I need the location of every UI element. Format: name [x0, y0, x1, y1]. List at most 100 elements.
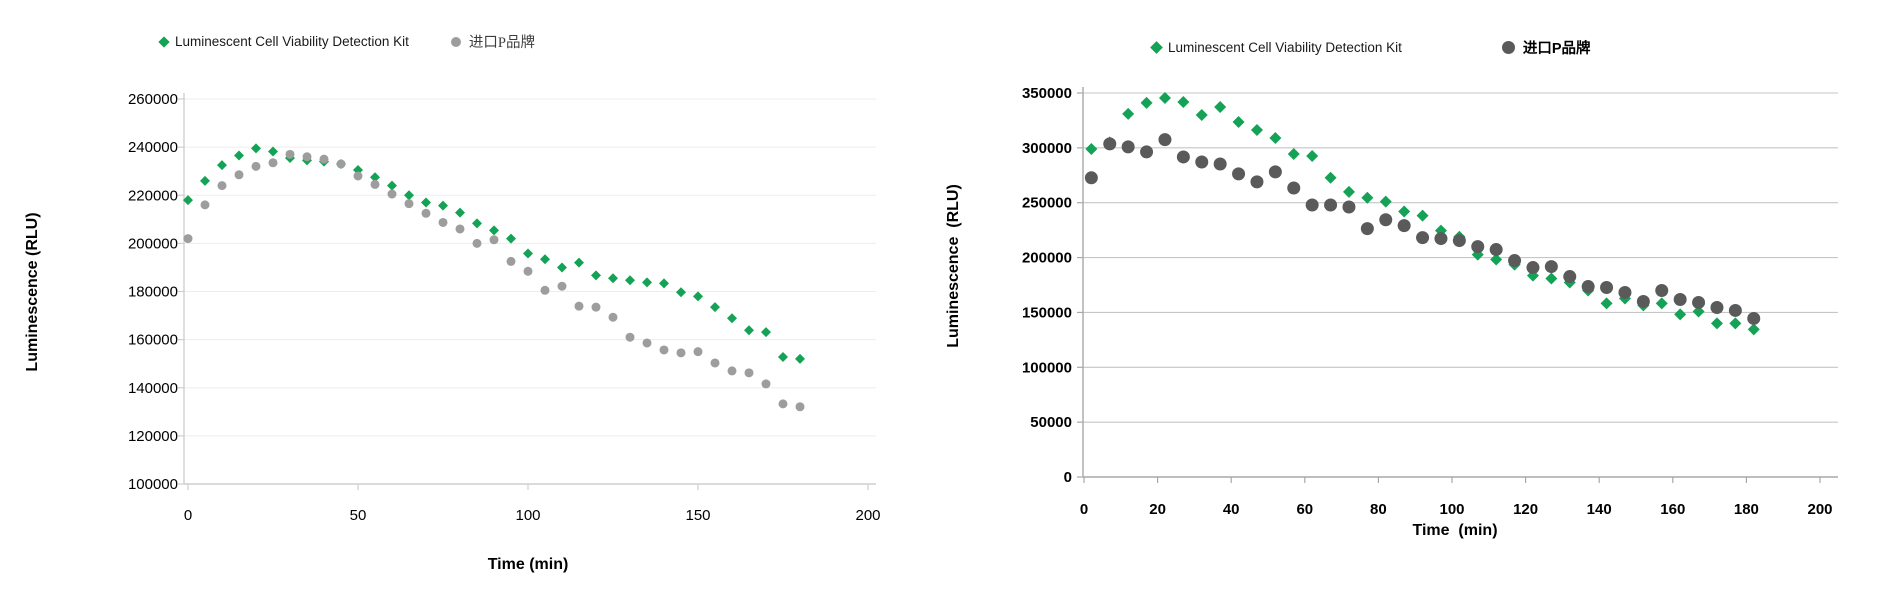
legend-item-import-p-brand: 进口P品牌	[450, 31, 535, 52]
data-point-diamond	[1195, 108, 1208, 121]
data-point-diamond	[1545, 272, 1558, 285]
data-point-diamond	[1085, 142, 1098, 155]
y-tick-label: 160000	[128, 332, 178, 349]
data-point-diamond	[778, 351, 788, 362]
right-chart: 0 50000 100000 150000 200000 250000 300000 3500…	[1022, 85, 1838, 518]
y-tick-label: 240000	[128, 139, 178, 156]
legend-label: 进口P品牌	[468, 35, 535, 51]
x-tick-label: 100	[515, 507, 540, 524]
data-point-circle	[1305, 198, 1319, 212]
y-tick-label: 100000	[1022, 359, 1072, 376]
data-point-circle	[1747, 311, 1761, 325]
data-point-circle	[1324, 198, 1338, 212]
data-point-circle	[251, 161, 261, 171]
y-tick-label: 300000	[1022, 140, 1072, 157]
data-point-diamond	[1361, 191, 1374, 204]
data-point-circle	[1158, 133, 1172, 147]
data-point-diamond	[1342, 185, 1355, 198]
legend-label: Luminescent Cell Viability Detection Kit	[1168, 40, 1402, 55]
right-x-axis-title: Time (min)	[1412, 522, 1498, 539]
data-point-diamond	[1122, 107, 1135, 120]
y-tick-label: 120000	[128, 428, 178, 445]
green-diamond-marker-icon	[1150, 41, 1163, 54]
data-point-diamond	[1729, 317, 1742, 330]
data-point-diamond	[693, 291, 703, 302]
data-point-diamond	[608, 273, 618, 284]
data-point-circle	[1084, 171, 1098, 185]
data-point-circle	[1176, 150, 1190, 164]
data-point-circle	[1250, 175, 1264, 189]
data-point-circle	[1728, 303, 1742, 317]
data-point-diamond	[1177, 95, 1190, 108]
data-point-diamond	[1655, 297, 1668, 310]
data-point-circle	[387, 189, 397, 199]
data-point-diamond	[1747, 323, 1760, 336]
x-tick-label: 80	[1370, 501, 1387, 518]
data-point-diamond	[1158, 92, 1171, 105]
data-point-diamond	[1140, 96, 1153, 109]
data-point-circle	[1379, 213, 1393, 227]
data-point-diamond	[1692, 305, 1705, 318]
data-point-circle	[1195, 155, 1209, 169]
data-point-circle	[1710, 300, 1724, 314]
data-point-circle	[676, 348, 686, 358]
legend-label: Luminescent Cell Viability Detection Kit	[175, 34, 409, 49]
dark-circle-marker-icon	[1501, 41, 1515, 54]
right-y-axis-title: Luminescence (RLU)	[945, 184, 962, 348]
x-tick-label: 140	[1587, 501, 1612, 518]
data-point-circle	[234, 170, 244, 180]
data-point-diamond	[234, 150, 244, 161]
data-point-circle	[200, 200, 210, 210]
y-tick-label: 200000	[1022, 250, 1072, 267]
x-tick-label: 0	[1080, 501, 1088, 518]
data-point-diamond	[744, 325, 754, 336]
data-point-diamond	[1214, 101, 1227, 114]
y-tick-label: 250000	[1022, 195, 1072, 212]
y-tick-label: 50000	[1030, 414, 1072, 431]
data-point-circle	[591, 302, 601, 312]
x-tick-label: 200	[1807, 501, 1832, 518]
data-point-diamond	[795, 353, 805, 364]
data-point-circle	[302, 152, 312, 162]
data-point-circle	[506, 256, 516, 266]
data-point-circle	[642, 338, 652, 348]
data-point-diamond	[1232, 115, 1245, 128]
data-point-diamond	[625, 275, 635, 286]
y-tick-label: 100000	[128, 476, 178, 493]
data-point-circle	[1103, 137, 1117, 151]
x-tick-label: 100	[1439, 501, 1464, 518]
data-point-circle	[1636, 294, 1650, 308]
data-point-circle	[1360, 222, 1374, 236]
data-point-circle	[1287, 181, 1301, 195]
y-tick-label: 140000	[128, 380, 178, 397]
x-tick-label: 40	[1223, 501, 1240, 518]
data-point-circle	[472, 238, 482, 248]
data-point-circle	[1452, 234, 1466, 248]
data-point-circle	[1563, 270, 1577, 284]
data-point-circle	[1121, 140, 1135, 154]
data-point-circle	[625, 332, 635, 342]
data-point-diamond	[1250, 123, 1263, 136]
data-point-circle	[1471, 240, 1485, 254]
data-point-circle	[1140, 145, 1154, 159]
data-point-circle	[744, 368, 754, 378]
data-point-diamond	[1600, 297, 1613, 310]
data-point-circle	[574, 301, 584, 311]
data-point-diamond	[1416, 209, 1429, 222]
data-point-diamond	[387, 180, 397, 191]
data-point-diamond	[727, 313, 737, 324]
data-point-diamond	[421, 197, 431, 208]
data-point-circle	[540, 285, 550, 295]
data-point-circle	[489, 235, 499, 245]
y-tick-label: 180000	[128, 284, 178, 301]
data-point-circle	[1434, 232, 1448, 246]
data-point-circle	[438, 217, 448, 227]
left-chart-series-luminescent-kit	[183, 143, 805, 364]
data-point-diamond	[710, 302, 720, 313]
legend-item-luminescent-kit: Luminescent Cell Viability Detection Kit	[1150, 40, 1402, 55]
data-point-diamond	[574, 257, 584, 268]
data-point-diamond	[676, 287, 686, 298]
green-diamond-marker-icon	[158, 35, 170, 48]
